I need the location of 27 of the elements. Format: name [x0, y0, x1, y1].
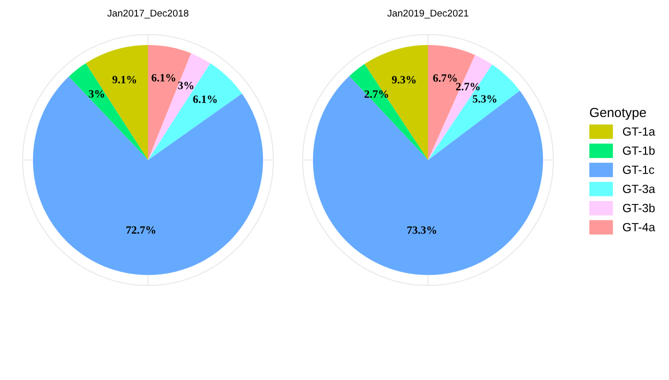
legend-title: Genotype: [590, 108, 646, 120]
data-label: 3%: [178, 82, 194, 90]
data-label: 9.1%: [112, 76, 136, 84]
data-label: 6.1%: [193, 95, 217, 103]
legend-label: GT-4a: [622, 222, 656, 232]
pie-slice: [148, 63, 242, 160]
pie-slice: [364, 44, 428, 160]
data-label: 5.3%: [472, 95, 496, 103]
data-label: 73.3%: [407, 226, 436, 234]
pie-slice: [86, 44, 148, 160]
pie-slice: [148, 44, 192, 160]
data-label: 6.1%: [152, 74, 176, 82]
legend-label: GT-3b: [622, 204, 655, 212]
chart-title: Jan2017_Dec2018: [107, 10, 188, 18]
legend-label: GT-1a: [622, 127, 656, 136]
legend-label: GT-1c: [622, 166, 654, 174]
chart-title: Jan2019_Dec2021: [387, 10, 468, 18]
data-label: 72.7%: [126, 226, 156, 234]
pie-slice: [68, 63, 148, 160]
data-label: 6.7%: [433, 74, 457, 82]
pie-slice: [349, 64, 428, 160]
legend-label: GT-3a: [622, 184, 656, 194]
pie-slice: [428, 64, 520, 160]
legend-label: GT-1b: [622, 146, 655, 155]
data-label: 9.3%: [392, 76, 416, 84]
pie-slice: [312, 76, 544, 276]
data-label: 3%: [88, 90, 104, 98]
